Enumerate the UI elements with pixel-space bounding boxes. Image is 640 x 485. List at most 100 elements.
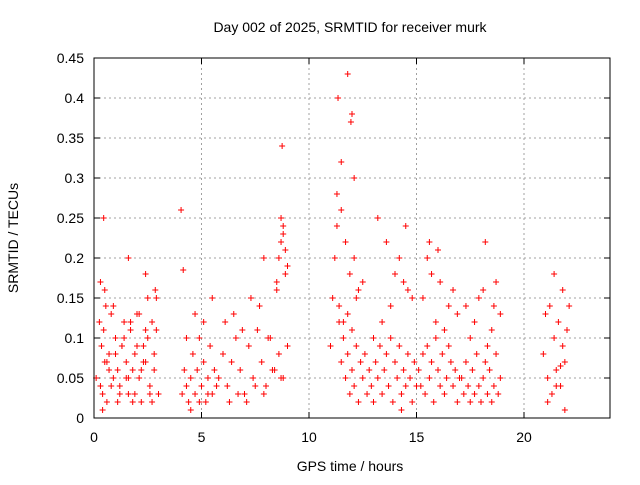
data-point [435,367,441,373]
data-point [544,375,551,381]
data-point [561,407,568,413]
data-point [140,343,147,349]
data-point [106,367,113,373]
data-point [209,295,216,301]
data-point [564,327,570,333]
data-point [204,375,211,381]
data-point [379,319,386,325]
data-points [93,71,573,413]
data-point [553,367,560,373]
data-point [151,367,158,373]
x-axis-label: GPS time / hours [297,458,404,474]
data-point [125,391,132,397]
data-point [101,287,108,293]
data-point [364,391,371,397]
data-point [428,271,435,277]
data-point [559,343,566,349]
data-point [131,391,138,397]
data-point [370,335,377,341]
data-point [407,375,414,381]
data-point [400,367,407,373]
data-point [544,399,551,405]
data-point [415,367,422,373]
data-point [278,375,285,381]
y-tick-label: 0.3 [65,170,85,186]
data-point [381,367,388,373]
data-point [398,407,405,413]
data-point [480,287,487,293]
data-point [103,399,110,405]
data-point [557,363,564,369]
data-point [237,367,244,373]
data-point [548,391,555,397]
data-point [224,383,231,389]
data-point [131,351,138,357]
data-point [542,311,549,317]
data-point [100,215,107,221]
data-point [359,375,366,381]
data-point [344,351,351,357]
data-point [228,359,235,365]
data-point [187,407,194,413]
data-point [178,207,185,213]
data-point [230,311,237,317]
data-point [370,399,377,405]
data-point [392,359,398,365]
data-point [396,255,403,261]
data-point [432,335,439,341]
data-point [454,399,461,405]
data-point [342,239,349,245]
data-point [282,271,289,277]
x-tick-label: 5 [198,429,206,445]
data-point [387,335,394,341]
data-point [347,119,354,125]
data-point [471,391,478,397]
data-point [269,367,276,373]
data-point [493,279,500,285]
y-axis-label: SRMTID / TECUs [5,183,21,293]
data-point [469,367,476,373]
data-point [445,343,452,349]
y-tick-label: 0 [76,410,84,426]
data-point [546,303,553,309]
data-point [134,343,140,349]
data-point [327,343,334,349]
data-point [215,375,222,381]
data-point [151,351,158,357]
data-point [349,327,355,333]
y-tick-label: 0.2 [65,250,85,266]
data-point [275,351,282,357]
data-point [136,311,143,317]
data-point [475,383,482,389]
data-point [551,335,558,341]
data-point [357,359,364,365]
data-point [142,271,149,277]
data-point [392,271,398,277]
data-point [331,255,338,261]
data-point [355,287,362,293]
data-point [204,391,211,397]
data-point [152,287,159,293]
axis-ticks: 0 0.05 0.1 0.15 0.2 0.25 0.3 0.35 0.4 0.45 0 5 10 15 2… [57,50,610,445]
data-point [118,343,125,349]
data-point [202,399,209,405]
data-point [189,351,196,357]
data-point [155,391,162,397]
data-point [149,399,156,405]
data-point [566,303,573,309]
data-point [273,279,280,285]
data-point [424,255,431,261]
y-tick-label: 0.45 [57,50,84,66]
data-point [368,383,375,389]
data-point [284,263,291,269]
data-point [383,351,390,357]
data-point [220,351,226,357]
data-point [136,375,143,381]
data-point [351,255,358,261]
data-point [387,303,394,309]
data-point [239,327,246,333]
y-tick-label: 0.35 [57,130,84,146]
x-tick-label: 15 [409,429,425,445]
data-point [260,391,267,397]
